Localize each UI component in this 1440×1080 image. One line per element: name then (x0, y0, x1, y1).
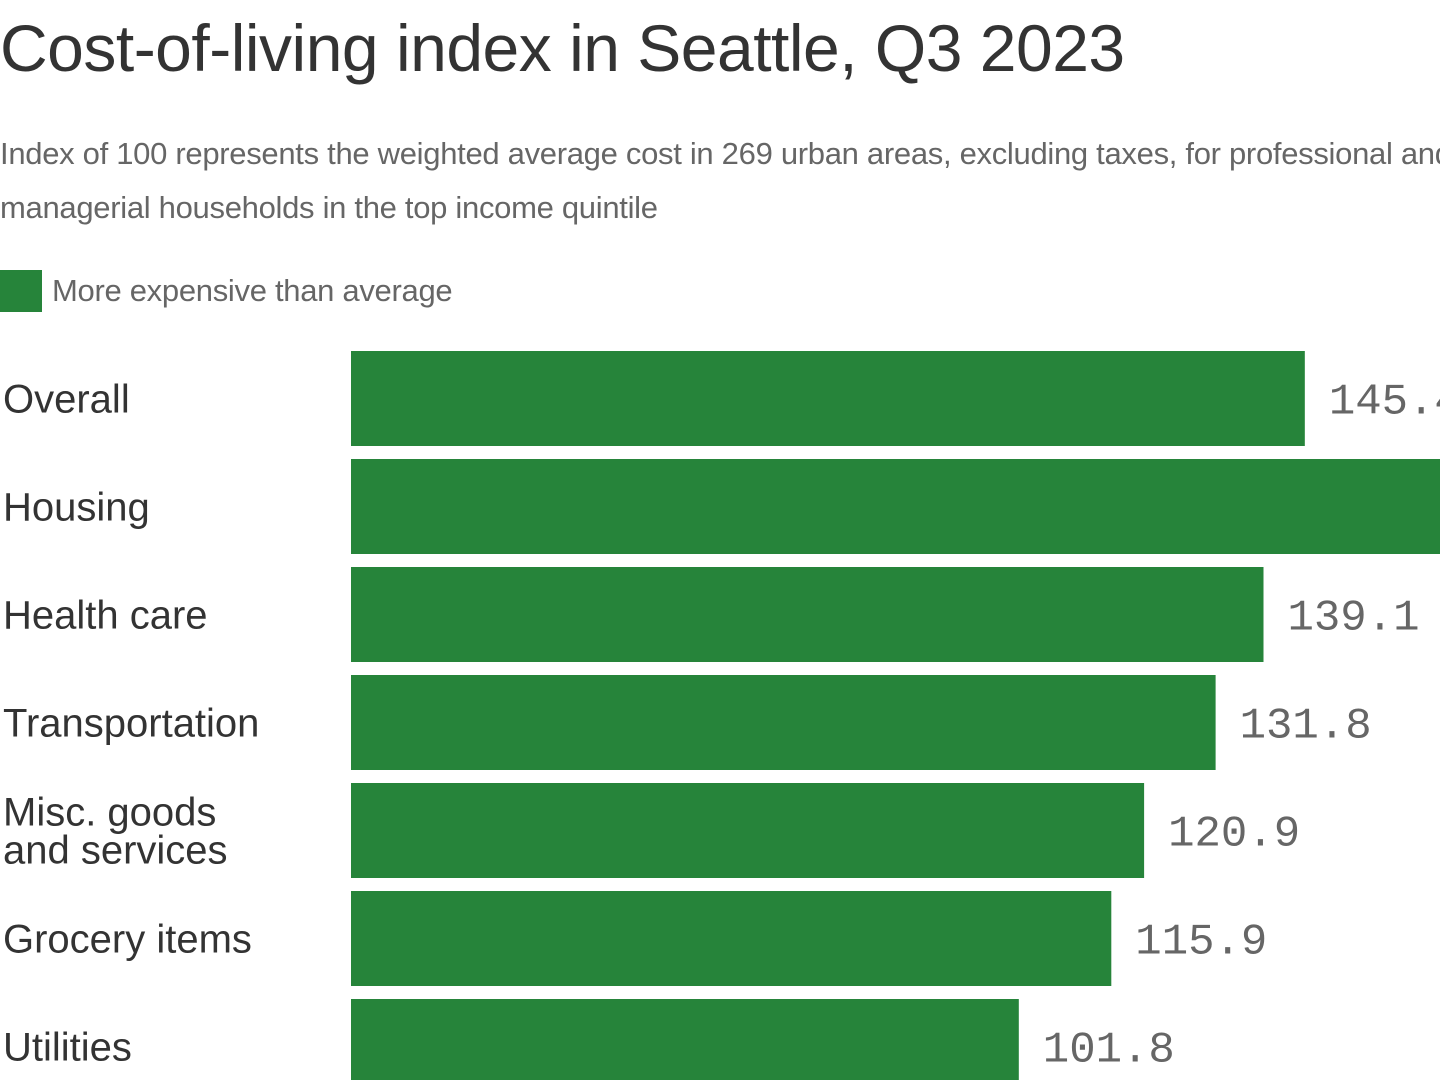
category-label-5: Grocery items (3, 918, 252, 962)
value-label-2: 139.1 (1287, 594, 1419, 644)
category-label-6: Utilities (3, 1026, 132, 1070)
category-label-0: Overall (3, 378, 130, 422)
value-label-5: 115.9 (1135, 918, 1267, 968)
value-label-4: 120.9 (1168, 810, 1300, 860)
category-label-2: Health care (3, 594, 208, 638)
bar-5 (351, 891, 1112, 986)
bar-2 (351, 567, 1264, 662)
category-label-3: Transportation (3, 702, 259, 746)
value-label-3: 131.8 (1240, 702, 1372, 752)
legend-label: More expensive than average (52, 273, 453, 308)
category-label-4: Misc. goods and services (3, 791, 228, 873)
legend: More expensive than average (0, 270, 453, 312)
chart-subtitle: Index of 100 represents the weighted ave… (0, 136, 1440, 225)
bar-4 (351, 783, 1145, 878)
bar-0 (351, 351, 1305, 446)
legend-swatch (0, 270, 42, 312)
value-label-0: 145.4 (1329, 378, 1440, 428)
bar-6 (351, 999, 1019, 1080)
bar-3 (351, 675, 1216, 770)
bar-1 (351, 459, 1440, 554)
category-label-1: Housing (3, 486, 150, 530)
chart-title: Cost-of-living index in Seattle, Q3 2023 (0, 11, 1125, 85)
value-label-6: 101.8 (1043, 1026, 1175, 1076)
